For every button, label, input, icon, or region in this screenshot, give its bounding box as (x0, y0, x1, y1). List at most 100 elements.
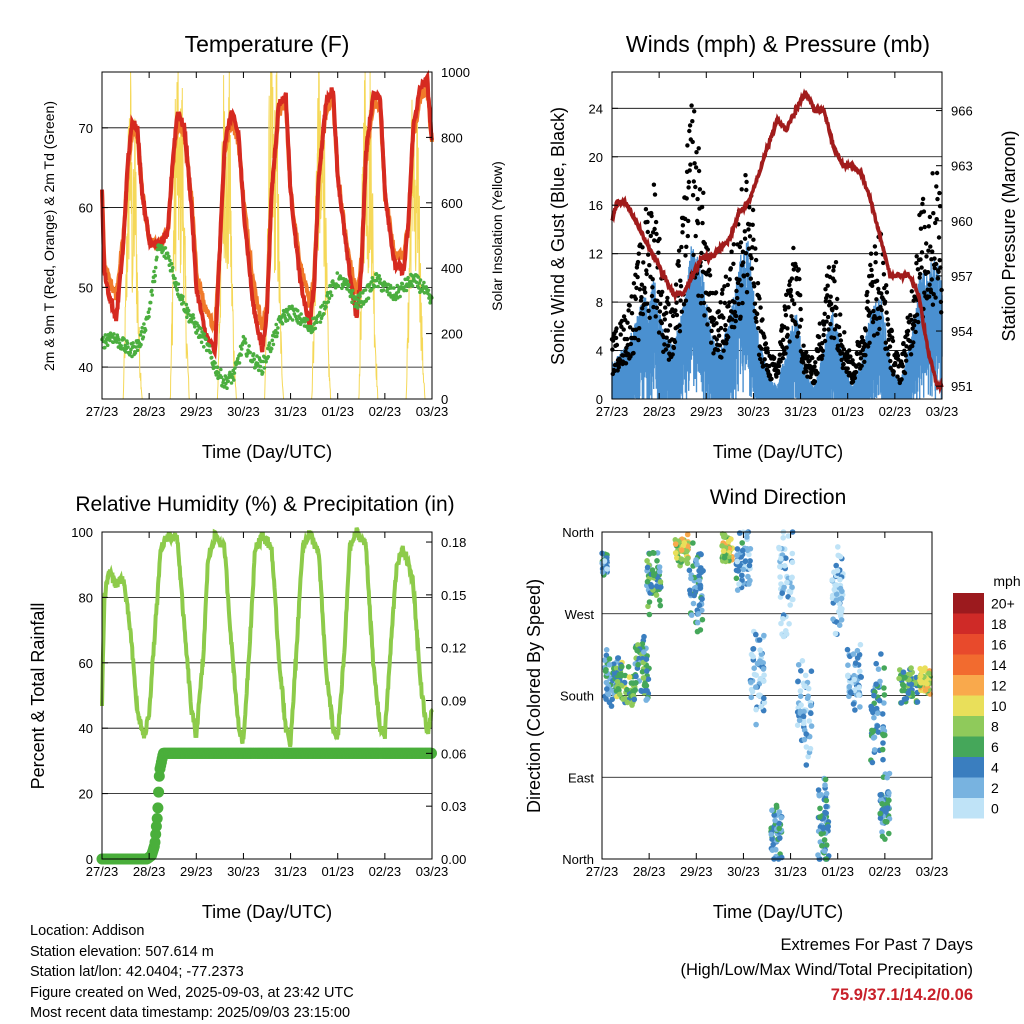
direction-point (758, 703, 764, 710)
dewpoint-point (357, 298, 361, 302)
gust-point (692, 161, 697, 166)
dewpoint-point (207, 343, 212, 348)
direction-point (879, 711, 886, 717)
gust-point (679, 244, 684, 250)
temperature-ticks: 27/23 28/23 29/23 30/23 31/23 01/23 02/23 03/23… (79, 65, 470, 419)
gust-point (902, 370, 908, 376)
direction-point (631, 696, 638, 703)
y2-tick-label: 951 (951, 379, 973, 394)
x-tick-label: 02/23 (369, 864, 402, 879)
direction-point (746, 581, 752, 587)
dewpoint-point (295, 308, 300, 313)
direction-point (654, 558, 660, 564)
direction-point (837, 585, 844, 592)
gust-point (825, 314, 831, 320)
gust-point (715, 347, 721, 353)
gust-point (782, 307, 788, 312)
direction-point (603, 696, 609, 702)
precipitation-point (149, 836, 161, 848)
winds-title: Winds (mph) & Pressure (mb) (626, 31, 930, 57)
gust-point (859, 335, 865, 340)
gust-point (907, 338, 913, 344)
gust-point (769, 376, 774, 382)
x-tick-label: 30/23 (227, 864, 260, 879)
gust-point (834, 305, 839, 311)
direction-cluster (815, 775, 832, 862)
temp-2m-line (100, 69, 434, 360)
gust-point (850, 379, 856, 384)
direction-point (644, 578, 651, 585)
gust-point (799, 317, 804, 322)
gust-point (724, 341, 729, 346)
direction-point (610, 661, 617, 667)
gust-point (686, 218, 691, 224)
gust-point (886, 337, 891, 342)
gust-point (797, 324, 802, 329)
direction-point (825, 823, 831, 830)
gust-point (926, 224, 931, 229)
dewpoint-point (169, 261, 174, 266)
dewpoint-point (318, 320, 323, 324)
gust-point (732, 300, 737, 305)
gust-point (859, 363, 864, 368)
gust-point (920, 196, 926, 202)
direction-ticks: 27/23 28/23 29/23 30/23 31/23 01/23 02/23 03/23… (560, 525, 948, 879)
gust-point (691, 252, 696, 258)
legend-swatch (953, 716, 984, 737)
gust-point (619, 318, 624, 324)
dewpoint-point (123, 343, 127, 348)
dewpoint-point (262, 366, 267, 370)
gust-point (683, 253, 688, 258)
direction-point (868, 703, 874, 710)
gust-point (891, 369, 896, 374)
gust-point (836, 324, 842, 330)
direction-cluster (877, 770, 893, 842)
direction-point (836, 622, 843, 628)
direction-point (768, 831, 775, 838)
direction-point (641, 633, 647, 640)
direction-point (777, 563, 783, 570)
dewpoint-point (181, 300, 186, 305)
direction-point (854, 647, 861, 654)
dewpoint-point (133, 351, 138, 355)
gust-point (765, 346, 770, 351)
direction-point (831, 586, 838, 593)
direction-point (803, 731, 809, 737)
direction-cluster (644, 550, 664, 618)
direction-point (821, 848, 828, 854)
gust-point (709, 340, 714, 345)
gust-point (914, 261, 919, 266)
dewpoint-point (119, 344, 123, 348)
dewpoint-point (285, 318, 290, 323)
gust-point (666, 343, 671, 348)
dewpoint-point (293, 314, 298, 319)
x-tick-label: 31/23 (274, 404, 307, 419)
direction-point (873, 660, 879, 667)
gust-point (656, 330, 662, 335)
dewpoint-point (422, 280, 426, 285)
direction-point (886, 790, 892, 796)
gust-point (899, 377, 904, 382)
gust-point (629, 311, 635, 316)
gust-point (751, 237, 756, 242)
gust-point (826, 265, 832, 270)
gust-point (699, 250, 704, 256)
figure-created: Figure created on Wed, 2025-09-03, at 23… (30, 984, 354, 1001)
gust-point (735, 295, 740, 301)
dewpoint-point (359, 304, 363, 309)
dewpoint-point (329, 293, 334, 298)
gust-point (685, 143, 690, 148)
humidity-x-label: Time (Day/UTC) (202, 902, 332, 922)
gust-point (687, 128, 692, 134)
gust-point (876, 286, 881, 292)
direction-point (844, 646, 851, 653)
dewpoint-point (322, 312, 326, 316)
gust-point (845, 352, 850, 357)
direction-point (833, 582, 840, 588)
gust-point (644, 268, 649, 273)
direction-point (801, 720, 807, 727)
direction-point (754, 660, 761, 667)
direction-point (756, 637, 763, 643)
direction-cluster (733, 529, 754, 593)
